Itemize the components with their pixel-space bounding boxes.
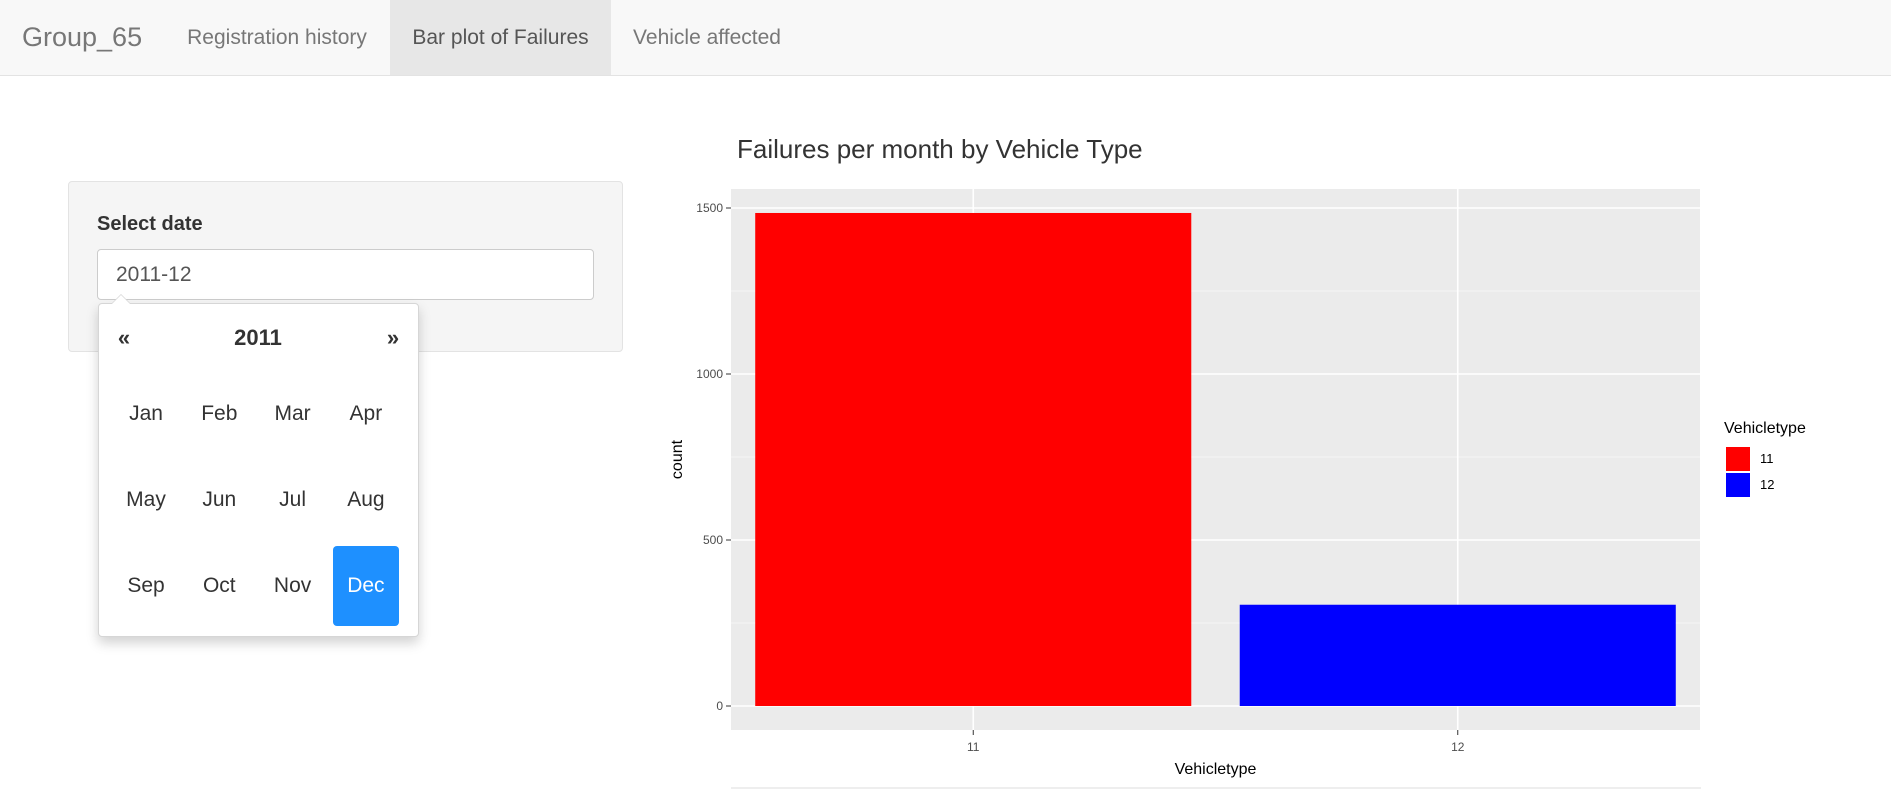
tab-bar-plot-of-failures[interactable]: Bar plot of Failures bbox=[390, 0, 611, 75]
legend-label: 11 bbox=[1760, 451, 1774, 466]
month-nov[interactable]: Nov bbox=[273, 574, 312, 597]
legend-label: 12 bbox=[1760, 477, 1775, 492]
month-feb[interactable]: Feb bbox=[201, 402, 238, 425]
previous-year-button[interactable]: « bbox=[117, 325, 131, 350]
navbar: Group_65 Registration history Bar plot o… bbox=[0, 0, 1891, 76]
chart-title: Failures per month by Vehicle Type bbox=[737, 134, 1143, 164]
bar-11 bbox=[755, 212, 1192, 707]
date-input[interactable] bbox=[97, 249, 594, 300]
legend-title: Vehicletype bbox=[1724, 420, 1806, 437]
next-year-button[interactable]: » bbox=[386, 325, 400, 350]
month-may[interactable]: May bbox=[126, 488, 166, 511]
month-aug[interactable]: Aug bbox=[347, 488, 385, 511]
month-jul[interactable]: Jul bbox=[279, 488, 307, 511]
brand-title[interactable]: Group_65 bbox=[22, 22, 143, 52]
bar-12 bbox=[1239, 604, 1676, 706]
month-picker-dropdown: « 2011 » Jan Feb Mar Apr May Jun Jul Aug… bbox=[98, 294, 419, 637]
y-tick-label: 1000 bbox=[696, 367, 723, 381]
month-jun[interactable]: Jun bbox=[202, 488, 237, 511]
select-date-label: Select date bbox=[97, 213, 203, 235]
dropdown-caret bbox=[111, 294, 131, 304]
tab-registration-history[interactable]: Registration history bbox=[187, 26, 367, 49]
x-tick-label: 11 bbox=[967, 740, 980, 754]
tab-vehicle-affected[interactable]: Vehicle affected bbox=[633, 26, 781, 49]
month-oct[interactable]: Oct bbox=[202, 574, 236, 597]
y-tick-label: 500 bbox=[703, 533, 723, 547]
month-mar[interactable]: Mar bbox=[274, 402, 311, 425]
x-tick-label: 12 bbox=[1451, 740, 1465, 754]
legend-swatch bbox=[1726, 473, 1750, 497]
y-tick-label: 0 bbox=[716, 699, 723, 713]
month-grid: Jan Feb Mar Apr May Jun Jul Aug Sep Oct … bbox=[113, 374, 409, 626]
month-apr[interactable]: Apr bbox=[349, 402, 383, 425]
y-tick-label: 1500 bbox=[696, 201, 723, 215]
legend-swatch bbox=[1726, 447, 1750, 471]
year-switch[interactable]: 2011 bbox=[234, 325, 282, 350]
y-axis-title: count bbox=[669, 439, 686, 479]
month-sep[interactable]: Sep bbox=[127, 574, 165, 597]
x-axis-title: Vehicletype bbox=[1175, 761, 1257, 778]
month-jan[interactable]: Jan bbox=[129, 402, 163, 425]
bar-chart: 0 500 1000 1500 11 12 Vehicletype count bbox=[669, 189, 1700, 778]
month-dec[interactable]: Dec bbox=[332, 546, 399, 626]
divider bbox=[731, 787, 1701, 789]
